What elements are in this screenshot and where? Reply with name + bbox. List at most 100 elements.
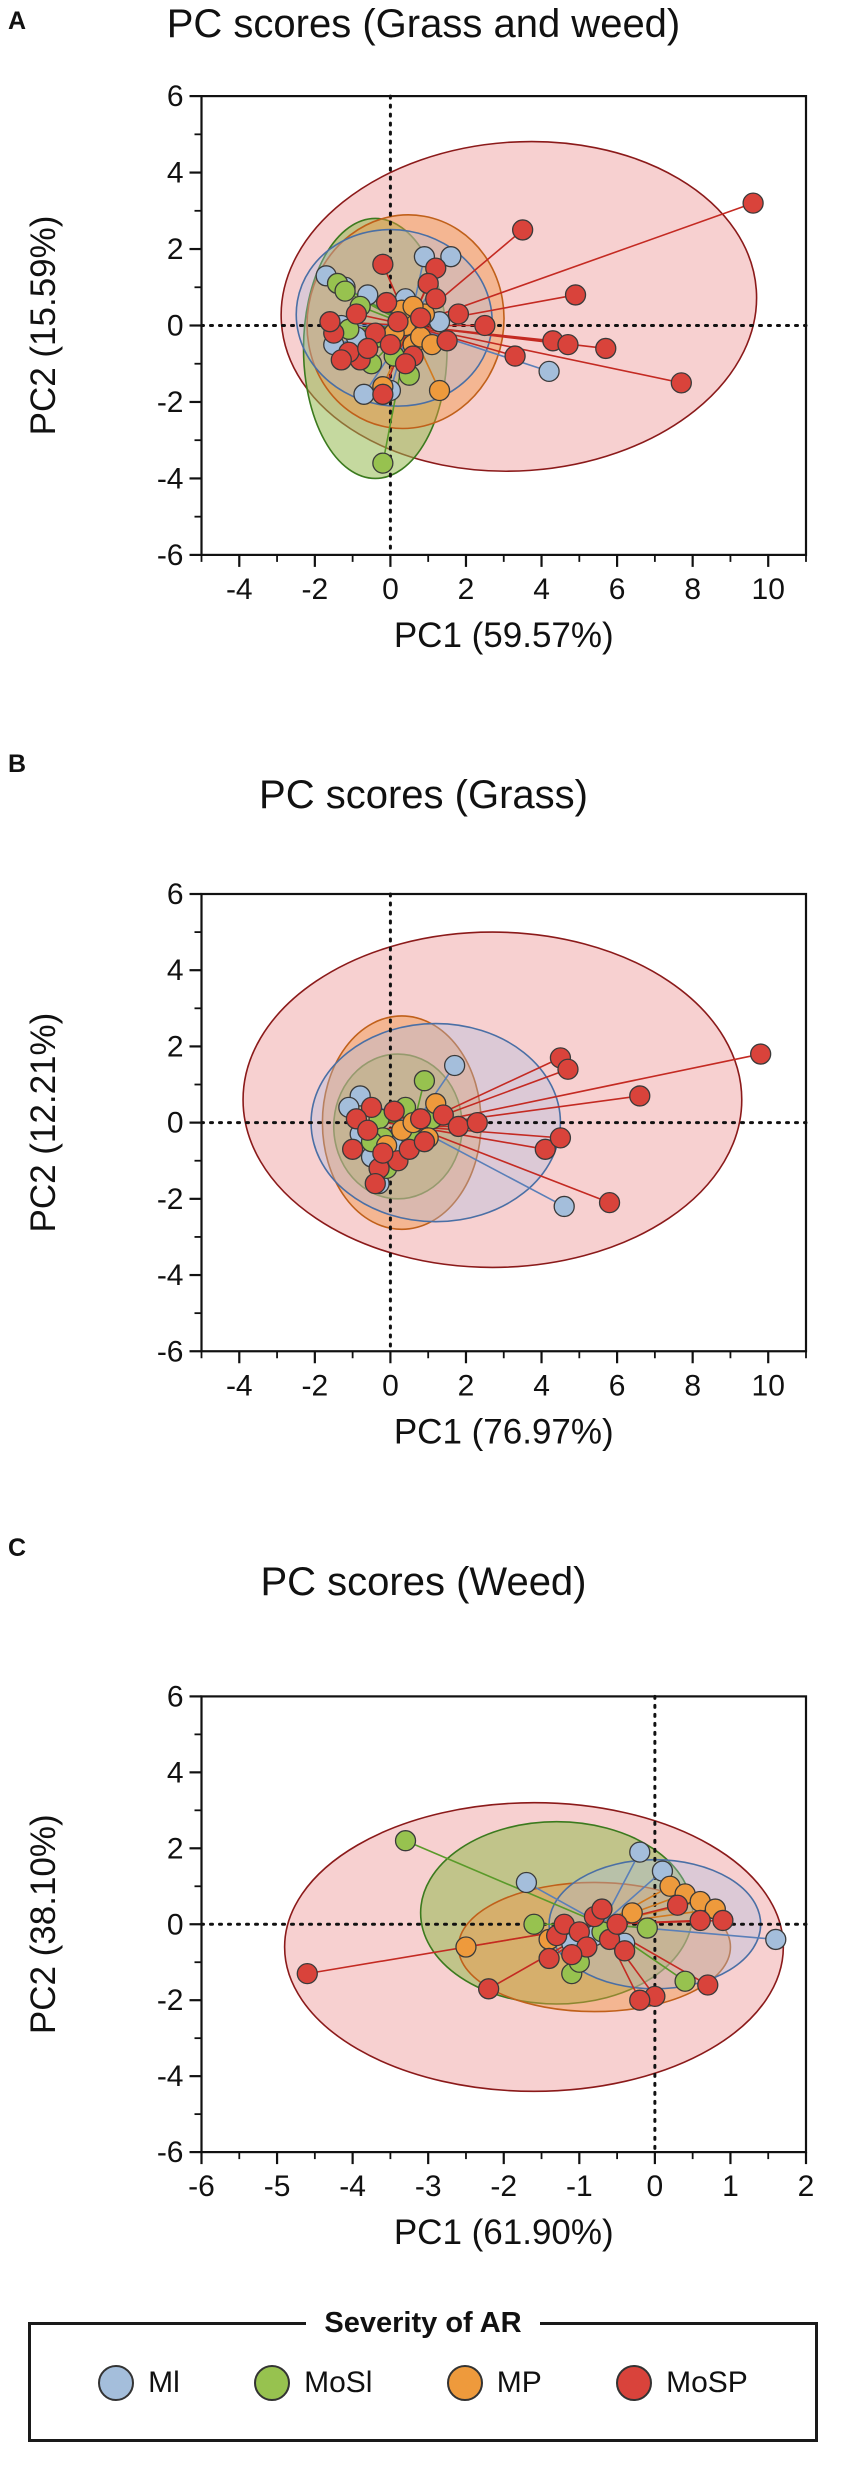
point-mosp	[750, 1043, 772, 1065]
point-mosp	[372, 1142, 394, 1164]
point-mosp	[432, 1104, 454, 1126]
y-tick-label: -2	[157, 386, 184, 419]
point-mosp	[670, 372, 692, 394]
x-tick-label: 8	[684, 573, 701, 606]
x-tick-label: -4	[226, 1369, 253, 1402]
y-axis-label-a: PC2 (15.59%)	[24, 216, 63, 436]
point-mosp	[409, 307, 432, 329]
legend-marker-mosp	[616, 2365, 653, 2401]
y-tick-label: -6	[157, 2136, 184, 2169]
x-tick-label: -1	[566, 2170, 593, 2203]
spoke-line	[405, 1839, 603, 1925]
spoke-line	[409, 324, 550, 373]
x-tick-label: -4	[339, 2170, 366, 2203]
y-tick-label: 0	[167, 1107, 184, 1140]
y-tick-label: 6	[167, 80, 184, 113]
point-mp	[428, 379, 451, 402]
panel-letter-c: C	[8, 1534, 27, 1562]
point-mosp	[413, 1131, 436, 1153]
chart-b: -6 -4 -2 0 2 4 6 -4 -2 0 2 4 6 8 10 PC1 (76.97%) PC2 (12…	[24, 878, 808, 1451]
x-axis-label-c: PC1 (61.90%)	[394, 2213, 614, 2252]
point-mosp	[383, 1100, 405, 1122]
point-mosl	[334, 280, 356, 302]
legend-label-mp: MP	[496, 2366, 542, 2399]
point-mosp	[372, 253, 394, 275]
point-mosp	[357, 1119, 379, 1141]
x-tick-label: 4	[533, 573, 550, 606]
y-tick-label: 2	[167, 233, 184, 266]
spoke-line	[413, 1125, 561, 1139]
legend-items: Ml MoSl MP MoSP	[31, 2365, 815, 2401]
point-mp	[621, 1902, 643, 1924]
point-mosp	[319, 311, 341, 333]
legend: Severity of AR Ml MoSl MP MoSP	[28, 2307, 818, 2442]
y-tick-label: -2	[157, 1183, 184, 1216]
y-tick-label: -4	[157, 462, 184, 495]
legend-label-mosl: MoSl	[304, 2366, 373, 2399]
point-mosp	[477, 1978, 500, 2000]
legend-item-mp: MP	[446, 2365, 542, 2401]
point-ml	[629, 1841, 651, 1863]
x-tick-label: 10	[752, 573, 785, 606]
point-mosl	[674, 1970, 696, 1992]
x-tick-label: 6	[609, 573, 626, 606]
x-tick-label: 8	[684, 1369, 701, 1402]
point-ml	[515, 1871, 538, 1894]
point-ml	[538, 360, 560, 383]
x-tick-label: -3	[415, 2170, 442, 2203]
y-tick-label: 6	[167, 878, 184, 911]
x-tick-label: -2	[490, 2170, 517, 2203]
point-mp	[455, 1936, 477, 1958]
y-axis-label-c: PC2 (38.10%)	[24, 1814, 63, 2034]
chart-a: -6 -4 -2 0 2 4 6 -4 -2 0 2 4 6 8 10 PC1 (59.57%) PC2 (15…	[24, 80, 808, 655]
x-tick-label: 1	[722, 2170, 739, 2203]
point-mosp	[375, 291, 398, 314]
point-ml	[765, 1928, 787, 1951]
x-tick-label: -2	[302, 573, 329, 606]
point-mosp	[561, 1943, 583, 1966]
point-ml	[443, 1054, 466, 1077]
point-mosp	[606, 1913, 628, 1935]
legend-title: Severity of AR	[31, 2307, 815, 2340]
point-mosp	[372, 383, 394, 405]
y-tick-label: 4	[167, 954, 184, 987]
point-mosp	[629, 1989, 651, 2011]
point-mosp	[538, 1947, 560, 1970]
point-mosp	[742, 192, 764, 214]
point-mosp	[511, 219, 534, 241]
point-mosp	[689, 1909, 711, 1932]
y-tick-label: -4	[157, 2060, 184, 2093]
point-mosp	[360, 1096, 383, 1119]
spoke-line	[409, 202, 754, 327]
point-mosp	[557, 333, 579, 356]
point-mosp	[425, 288, 447, 310]
x-tick-label: 2	[798, 2170, 815, 2203]
legend-marker-ml	[98, 2365, 135, 2401]
point-mosp	[409, 1108, 432, 1130]
y-tick-label: 2	[167, 1030, 184, 1063]
x-tick-label: 10	[752, 1369, 785, 1402]
point-mosp	[447, 1115, 470, 1138]
x-tick-label: -4	[226, 573, 253, 606]
point-mosp	[379, 333, 402, 356]
y-axis-label-b: PC2 (12.21%)	[24, 1013, 63, 1233]
point-mosp	[712, 1909, 734, 1932]
point-mosp	[394, 353, 417, 375]
legend-label-ml: Ml	[148, 2366, 180, 2399]
point-mosp	[504, 345, 526, 367]
x-axis-label-b: PC1 (76.97%)	[394, 1412, 614, 1451]
y-tick-label: 6	[167, 1680, 184, 1713]
chart-title-a: PC scores (Grass and weed)	[166, 2, 681, 46]
point-mosp	[557, 1058, 579, 1080]
legend-marker-mosl	[254, 2365, 291, 2401]
point-ml	[440, 246, 462, 268]
chart-c: -6 -4 -2 0 2 4 6 -6 -5 -4 -3 -2 -1 0 1 2 PC1 (61.90%) PC2…	[24, 1680, 815, 2252]
y-tick-label: -2	[157, 1984, 184, 2017]
spoke-line	[412, 1125, 610, 1204]
point-mosl	[523, 1913, 545, 1935]
x-tick-label: 0	[382, 1369, 399, 1402]
panel-letter-a: A	[8, 7, 27, 35]
point-mosp	[614, 1940, 636, 1962]
point-mosp	[330, 349, 352, 371]
x-tick-label: 6	[609, 1369, 626, 1402]
